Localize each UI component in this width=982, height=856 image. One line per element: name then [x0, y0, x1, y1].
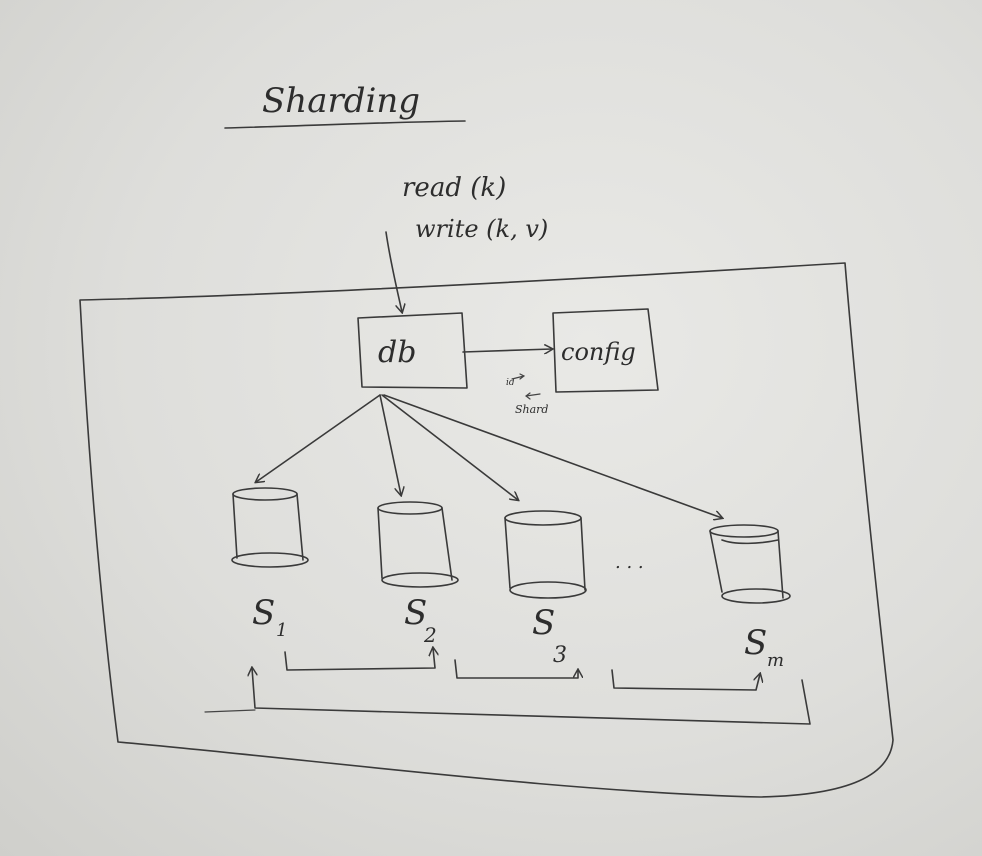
svg-text:S: S — [532, 603, 555, 643]
db-to-s2-arrow — [379, 394, 401, 495]
svg-text:m: m — [767, 650, 784, 671]
shard-label-s3: S 3 — [532, 603, 567, 668]
db-to-s3-arrow — [381, 394, 518, 500]
shard-label-sm: S m — [744, 623, 784, 671]
id-shard-annotation: id Shard — [506, 373, 548, 416]
db-label: db — [378, 335, 416, 370]
s3-to-sm-bracket — [611, 669, 760, 691]
svg-text:S: S — [404, 593, 427, 633]
read-label: read (k) — [402, 173, 506, 203]
config-label: config — [561, 338, 636, 366]
svg-text:S: S — [744, 623, 767, 663]
s2-to-s3-bracket — [454, 659, 578, 679]
shard-sm-cylinder — [709, 524, 791, 604]
shard-s3-cylinder — [504, 510, 587, 599]
config-node: config — [552, 308, 659, 393]
shard-s2-cylinder — [377, 501, 459, 588]
shard-label-s2: S 2 — [404, 593, 437, 647]
svg-text:S: S — [252, 593, 275, 633]
db-to-config-arrow — [462, 349, 552, 352]
svg-text:2: 2 — [423, 623, 437, 647]
db-to-s1-arrow — [256, 394, 381, 482]
sm-to-s1-bracket — [252, 668, 811, 725]
annotation-id: id — [506, 378, 515, 388]
request-arrow — [385, 231, 402, 312]
shard-s1-cylinder — [231, 487, 309, 568]
svg-text:1: 1 — [276, 620, 287, 641]
system-boundary — [79, 262, 894, 798]
baseline-stroke — [204, 709, 256, 713]
title-text: Sharding — [262, 81, 420, 121]
annotation-shard: Shard — [515, 403, 548, 416]
shard-label-s1: S 1 — [252, 593, 287, 641]
shard-ellipsis: . . . — [615, 552, 644, 573]
write-label: write (k, v) — [415, 215, 548, 243]
db-to-sm-arrow — [383, 394, 722, 518]
s1-to-s2-bracket — [284, 648, 435, 671]
db-node: db — [357, 312, 468, 389]
svg-text:3: 3 — [553, 643, 567, 668]
title-underline — [224, 120, 466, 129]
